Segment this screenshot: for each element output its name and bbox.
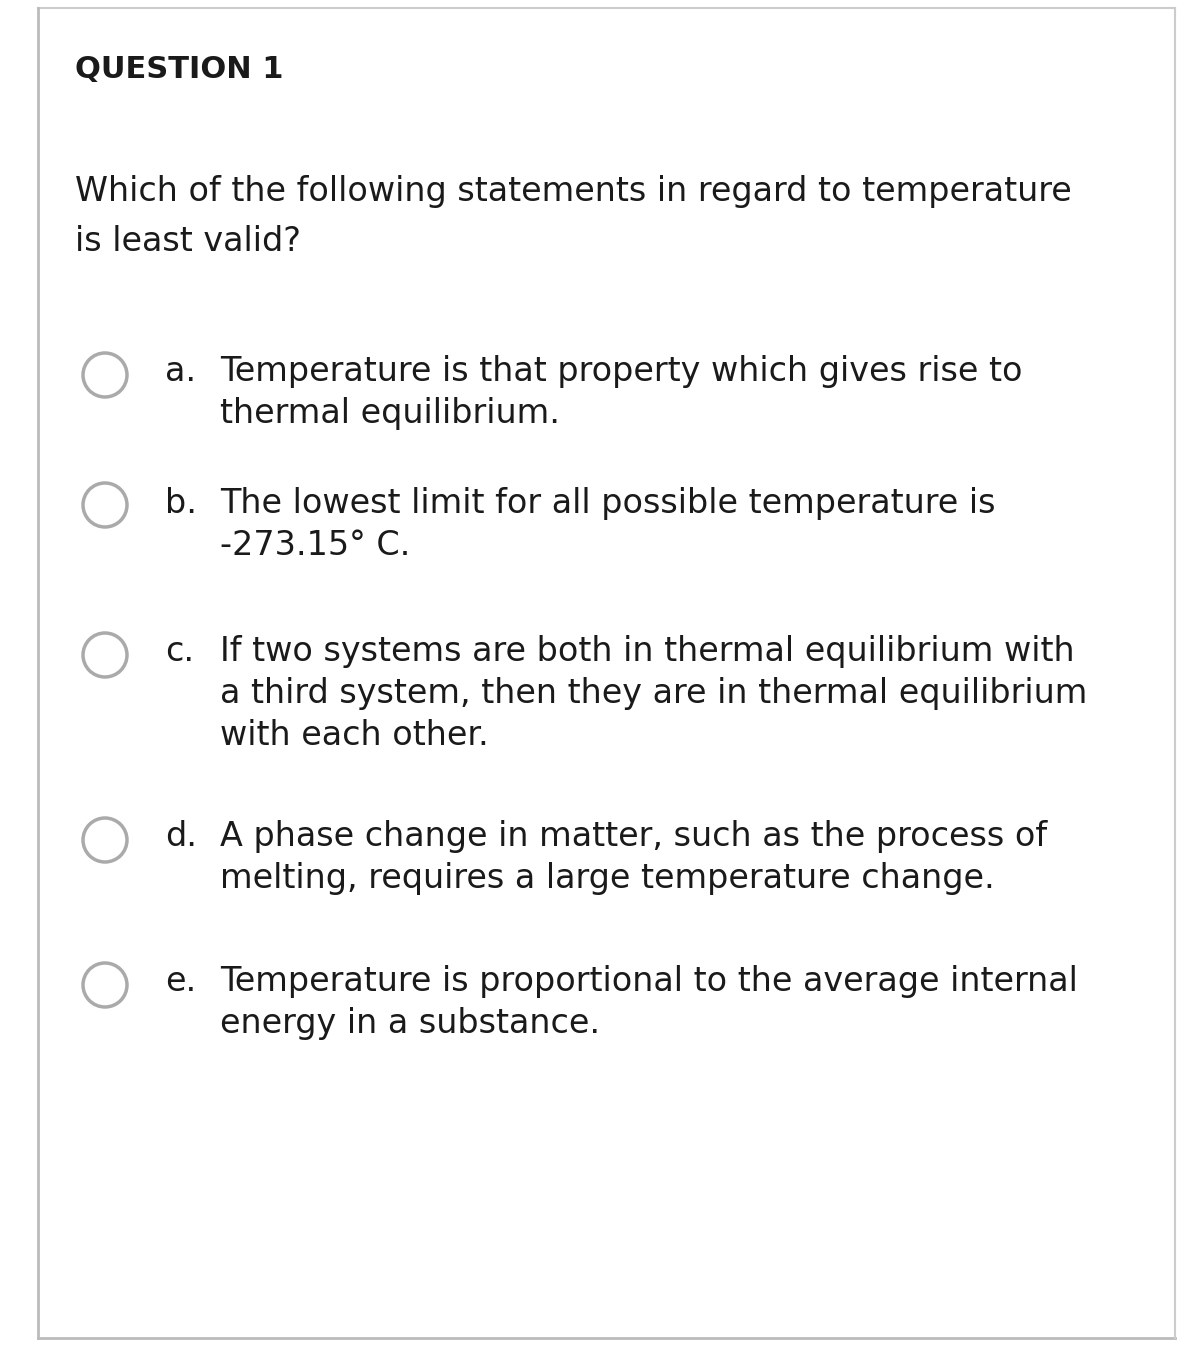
Circle shape [83,353,127,398]
Text: Temperature is that property which gives rise to: Temperature is that property which gives… [220,355,1022,388]
Text: e.: e. [166,965,197,998]
Text: Temperature is proportional to the average internal: Temperature is proportional to the avera… [220,965,1078,998]
Text: a.: a. [166,355,196,388]
Circle shape [83,818,127,861]
Text: energy in a substance.: energy in a substance. [220,1007,600,1041]
Text: QUESTION 1: QUESTION 1 [74,55,283,84]
Text: thermal equilibrium.: thermal equilibrium. [220,398,560,430]
Text: c.: c. [166,635,194,669]
Text: If two systems are both in thermal equilibrium with: If two systems are both in thermal equil… [220,635,1075,669]
Circle shape [83,483,127,527]
Text: b.: b. [166,487,197,520]
Text: Which of the following statements in regard to temperature: Which of the following statements in reg… [74,175,1072,208]
Circle shape [83,962,127,1007]
Text: is least valid?: is least valid? [74,225,301,257]
Text: The lowest limit for all possible temperature is: The lowest limit for all possible temper… [220,487,996,520]
Circle shape [83,634,127,677]
Text: a third system, then they are in thermal equilibrium: a third system, then they are in thermal… [220,677,1087,710]
Text: melting, requires a large temperature change.: melting, requires a large temperature ch… [220,861,995,895]
Text: with each other.: with each other. [220,718,488,752]
Text: A phase change in matter, such as the process of: A phase change in matter, such as the pr… [220,820,1048,853]
Text: d.: d. [166,820,197,853]
Text: -273.15° C.: -273.15° C. [220,528,410,562]
